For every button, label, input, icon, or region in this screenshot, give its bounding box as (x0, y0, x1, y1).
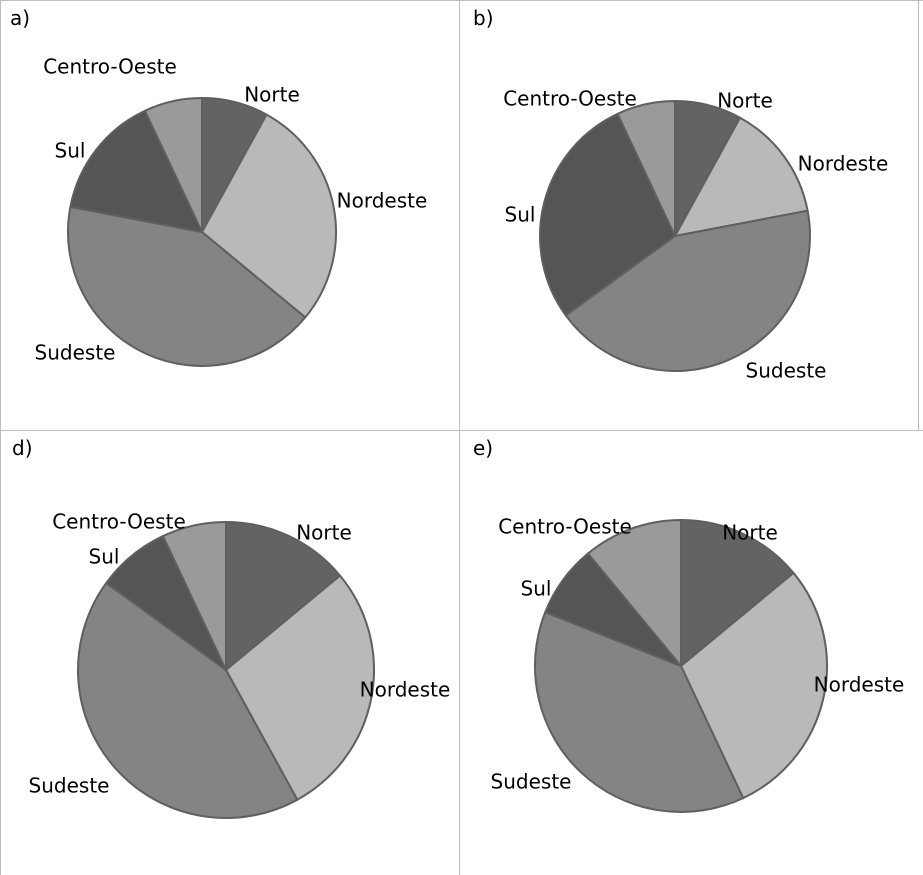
panel-label-a: a) (10, 6, 31, 30)
slice-label-sudeste: Sudeste (746, 359, 827, 383)
slice-label-nordeste: Nordeste (337, 189, 428, 213)
pie-slice-norte (680, 519, 795, 667)
pie-slice-centro-oeste (161, 521, 227, 671)
slice-label-sudeste: Sudeste (29, 774, 110, 798)
pie-slice-sudeste (67, 205, 307, 367)
border-center (459, 0, 460, 875)
slice-label-sudeste: Sudeste (491, 770, 572, 794)
pie-chart-b: Norte Nordeste Sudeste Sul Centro-Oeste (503, 87, 889, 383)
slice-label-sul: Sul (55, 139, 86, 163)
pie-chart-a: Norte Nordeste Sudeste Sul Centro-Oeste (35, 55, 428, 367)
panel-label-e: e) (473, 436, 494, 460)
panel-a: a) Norte Nordeste Sudeste Sul Centro-Oeste (0, 0, 459, 430)
slice-label-centro-oeste: Centro-Oeste (52, 510, 186, 534)
pie-slice-nordeste (674, 116, 809, 237)
slice-label-centro-oeste: Centro-Oeste (498, 515, 632, 539)
pie-slice-sudeste (564, 209, 811, 372)
pie-slice-sudeste (77, 582, 299, 819)
pie-slice-sul (539, 112, 676, 317)
border-right (918, 0, 919, 430)
border-left (0, 0, 1, 875)
pie-slice-centro-oeste (616, 100, 676, 237)
slice-label-nordeste: Nordeste (798, 152, 889, 176)
pie-chart-d: Norte Nordeste Sudeste Sul Centro-Oeste (29, 510, 451, 819)
pie-slice-centro-oeste (143, 97, 203, 233)
pie-chart-e: Norte Nordeste Sudeste Sul Centro-Oeste (491, 515, 905, 813)
pie-slice-norte (225, 521, 342, 671)
pie-slice-sudeste (534, 611, 745, 813)
slice-label-sul: Sul (89, 545, 120, 569)
pie-slice-centro-oeste (586, 519, 682, 667)
slice-label-centro-oeste: Centro-Oeste (43, 55, 177, 79)
pie-slice-nordeste (225, 574, 375, 801)
slice-label-nordeste: Nordeste (814, 673, 905, 697)
slice-label-sul: Sul (505, 203, 536, 227)
panel-label-b: b) (473, 6, 494, 30)
slice-label-norte: Norte (717, 89, 773, 113)
panel-e: e) Norte Nordeste Sudeste Sul Centro-Oeste (459, 430, 918, 875)
border-top (0, 0, 923, 1)
slice-label-centro-oeste: Centro-Oeste (503, 87, 637, 111)
slice-label-sul: Sul (521, 577, 552, 601)
pie-slice-nordeste (201, 113, 337, 319)
slice-label-nordeste: Nordeste (360, 678, 451, 702)
panel-d: d) Norte Nordeste Sudeste Sul Centro-Oeste (0, 430, 459, 875)
border-middle (0, 430, 923, 431)
slice-label-norte: Norte (244, 83, 300, 107)
slice-label-sudeste: Sudeste (35, 341, 116, 365)
pie-slice-sul (69, 109, 203, 233)
panel-label-d: d) (12, 436, 33, 460)
panel-b: b) Norte Nordeste Sudeste Sul Centro-Oeste (459, 0, 918, 430)
slice-label-norte: Norte (722, 521, 778, 545)
slice-label-norte: Norte (296, 521, 352, 545)
